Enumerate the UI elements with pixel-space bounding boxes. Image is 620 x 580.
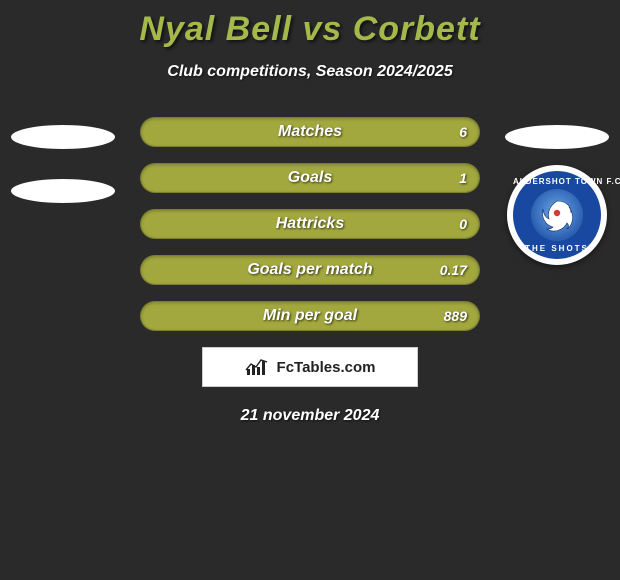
stat-value-right: 0.17 [440, 262, 467, 278]
stat-bar: Matches 6 [140, 117, 480, 147]
brand-watermark: FcTables.com [202, 347, 418, 387]
stat-label: Goals per match [141, 261, 479, 279]
blank-badge-icon [11, 125, 115, 149]
right-team-badges: ALDERSHOT TOWN F.C THE SHOTS [502, 109, 612, 265]
left-team-badges [8, 109, 118, 219]
stat-value-right: 889 [444, 308, 467, 324]
stat-value-right: 1 [459, 170, 467, 186]
stat-value-right: 6 [459, 124, 467, 140]
stat-bars: Matches 6 Goals 1 Hattricks 0 Goals per … [140, 117, 480, 331]
generated-date: 21 november 2024 [0, 407, 620, 425]
stat-bar: Hattricks 0 [140, 209, 480, 239]
stat-bar: Goals 1 [140, 163, 480, 193]
comparison-title: Nyal Bell vs Corbett [0, 0, 620, 49]
blank-badge-icon [11, 179, 115, 203]
comparison-subtitle: Club competitions, Season 2024/2025 [0, 63, 620, 81]
bar-chart-icon [245, 357, 271, 377]
club-badge-name: ALDERSHOT TOWN F.C [513, 177, 601, 186]
stats-area: ALDERSHOT TOWN F.C THE SHOTS Matches 6 G… [0, 117, 620, 425]
blank-badge-icon [505, 125, 609, 149]
stat-label: Goals [141, 169, 479, 187]
stat-value-right: 0 [459, 216, 467, 232]
phoenix-icon [531, 189, 583, 241]
stat-label: Min per goal [141, 307, 479, 325]
brand-text: FcTables.com [277, 359, 376, 376]
club-badge: ALDERSHOT TOWN F.C THE SHOTS [507, 165, 607, 265]
stat-bar: Goals per match 0.17 [140, 255, 480, 285]
stat-label: Hattricks [141, 215, 479, 233]
club-badge-motto: THE SHOTS [513, 244, 601, 253]
stat-bar: Min per goal 889 [140, 301, 480, 331]
stat-label: Matches [141, 123, 479, 141]
